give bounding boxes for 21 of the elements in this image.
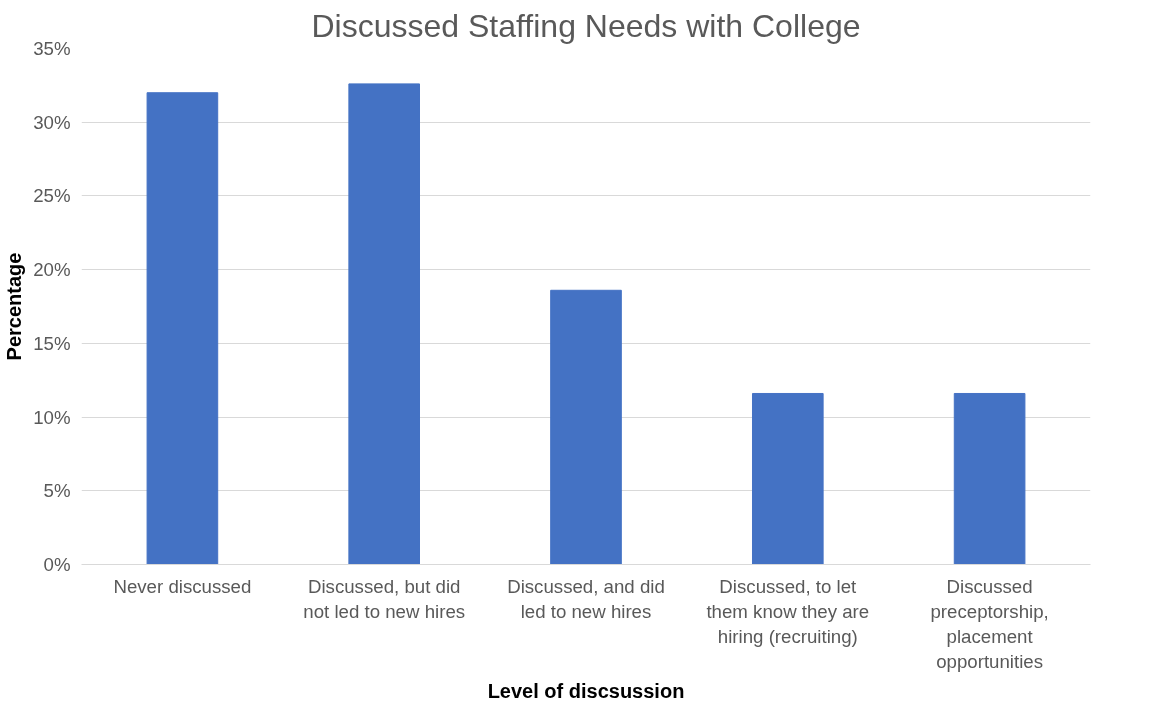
y-axis-title: Percentage [3, 252, 26, 361]
bar [348, 83, 421, 565]
y-tick-label: 35% [33, 38, 71, 59]
y-tick-label: 25% [33, 185, 71, 207]
x-tick-label: Never discussed [113, 575, 252, 597]
x-tick-label: Discussed preceptorship, placement opportunities [930, 575, 1049, 673]
bar [751, 392, 824, 565]
x-tick-label: Discussed, to let them know they are hiring (recruiting) [706, 575, 870, 647]
x-tick-label: Discussed, but did not led to new hires [303, 575, 466, 622]
bar [146, 92, 219, 565]
y-tick-label: 10% [33, 406, 71, 428]
x-tick-label: Discussed, and did led to new hires [507, 575, 665, 622]
y-tick-label: 30% [33, 111, 71, 133]
y-tick-label: 5% [43, 480, 71, 502]
bar [953, 392, 1026, 565]
bar [550, 289, 622, 565]
chart-title: Discussed Staffing Needs with College [311, 7, 861, 44]
y-tick-label: 20% [33, 259, 71, 281]
y-tick-label: 0% [43, 554, 71, 575]
y-tick-label: 15% [33, 332, 71, 354]
x-axis-title: Level of discsussion [487, 680, 685, 703]
